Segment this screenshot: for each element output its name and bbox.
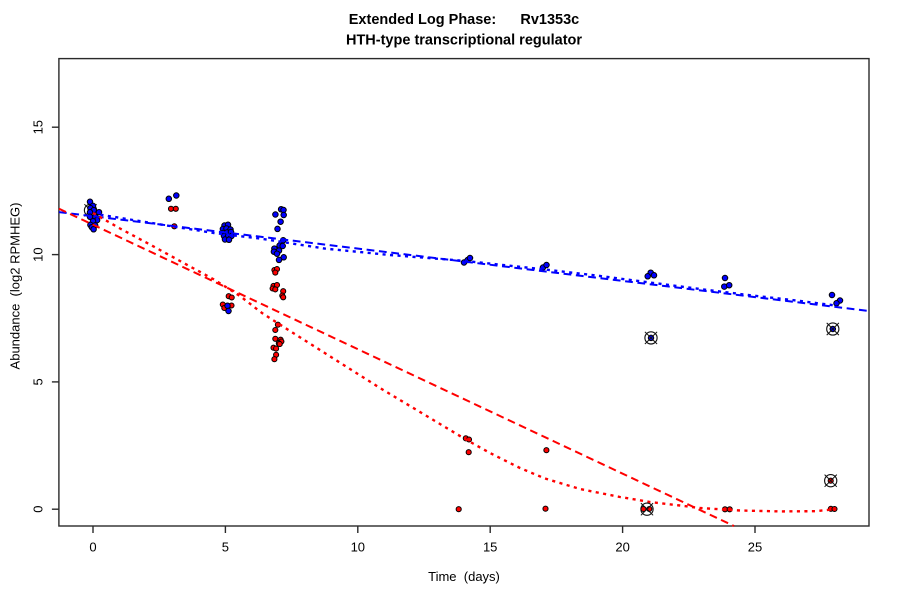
- svg-text:15: 15: [31, 120, 46, 134]
- svg-text:HTH-type transcriptional regul: HTH-type transcriptional regulator: [346, 33, 582, 49]
- svg-text:15: 15: [483, 540, 497, 555]
- svg-text:Time (days): Time (days): [428, 569, 500, 584]
- svg-text:5: 5: [31, 378, 46, 385]
- svg-text:5: 5: [222, 540, 229, 555]
- svg-text:10: 10: [31, 247, 46, 261]
- svg-text:10: 10: [351, 540, 365, 555]
- svg-text:0: 0: [31, 506, 46, 513]
- svg-text:25: 25: [748, 540, 762, 555]
- svg-text:Extended Log Phase: Rv135: Extended Log Phase: Rv1353c: [349, 12, 579, 28]
- svg-text:20: 20: [615, 540, 629, 555]
- svg-text:0: 0: [89, 540, 96, 555]
- svg-text:Abundance (log2 RPMHEG): Abundance (log2 RPMHEG): [8, 203, 23, 370]
